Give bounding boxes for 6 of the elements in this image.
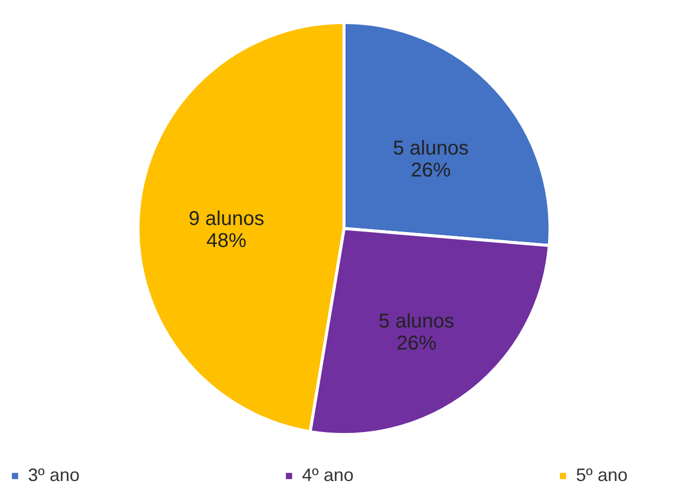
legend-label: 4º ano xyxy=(302,465,354,485)
legend-label: 5º ano xyxy=(576,465,628,485)
legend-label: 3º ano xyxy=(28,465,80,485)
data-label: 5 alunos 26% xyxy=(393,138,469,182)
data-label: 5 alunos 26% xyxy=(378,310,454,355)
data-label: 9 alunos 48% xyxy=(188,208,264,252)
